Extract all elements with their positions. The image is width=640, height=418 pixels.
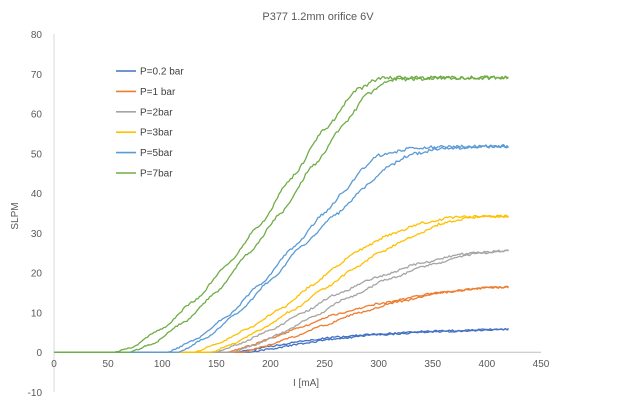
x-tick-label: 450 xyxy=(533,359,550,370)
x-tick-label: 400 xyxy=(479,359,496,370)
x-axis-title: I [mA] xyxy=(293,378,319,389)
y-tick-label: 10 xyxy=(31,308,43,319)
y-tick-label: 0 xyxy=(36,348,42,359)
chart-title: P377 1.2mm orifice 6V xyxy=(262,11,374,23)
y-tick-label: 40 xyxy=(31,189,43,200)
series-line-3-down xyxy=(54,249,509,353)
x-tick-label: 300 xyxy=(370,359,387,370)
series-line-5-up xyxy=(54,144,509,353)
y-axis-title: SLPM xyxy=(10,202,21,229)
x-tick-label: 100 xyxy=(154,359,171,370)
legend-label: P=7bar xyxy=(140,169,173,180)
legend-label: P=3bar xyxy=(140,128,173,139)
y-tick-label: -10 xyxy=(28,388,43,399)
series-line-3-up xyxy=(54,249,509,353)
series-line-5-down xyxy=(54,144,509,353)
x-tick-label: 250 xyxy=(316,359,333,370)
x-tick-label: 200 xyxy=(262,359,279,370)
legend-label: P=1 bar xyxy=(140,87,176,98)
series-line-2-down xyxy=(54,285,509,353)
x-tick-label: 350 xyxy=(424,359,441,370)
series-line-2-up xyxy=(54,285,509,353)
y-tick-label: 70 xyxy=(31,70,43,81)
x-tick-label: 0 xyxy=(51,359,57,370)
series-line-6-up xyxy=(54,75,509,353)
legend-label: P=2bar xyxy=(140,107,173,118)
y-tick-label: 80 xyxy=(31,30,43,41)
y-tick-label: 50 xyxy=(31,149,43,160)
legend-label: P=5bar xyxy=(140,148,173,159)
legend-label: P=0.2 bar xyxy=(140,67,184,78)
x-tick-label: 50 xyxy=(103,359,115,370)
legend: P=0.2 bar P=1 bar P=2bar P=3bar P=5bar P=7bar xyxy=(116,67,184,180)
y-tick-label: 60 xyxy=(31,110,43,121)
y-tick-label: 30 xyxy=(31,229,43,240)
x-tick-label: 150 xyxy=(208,359,225,370)
plot-area: -10 0 10 20 30 40 50 60 70 80 0 50 100 150 200 250 300 35… xyxy=(28,30,550,399)
y-tick-label: 20 xyxy=(31,269,43,280)
series-line-6-down xyxy=(54,75,509,353)
